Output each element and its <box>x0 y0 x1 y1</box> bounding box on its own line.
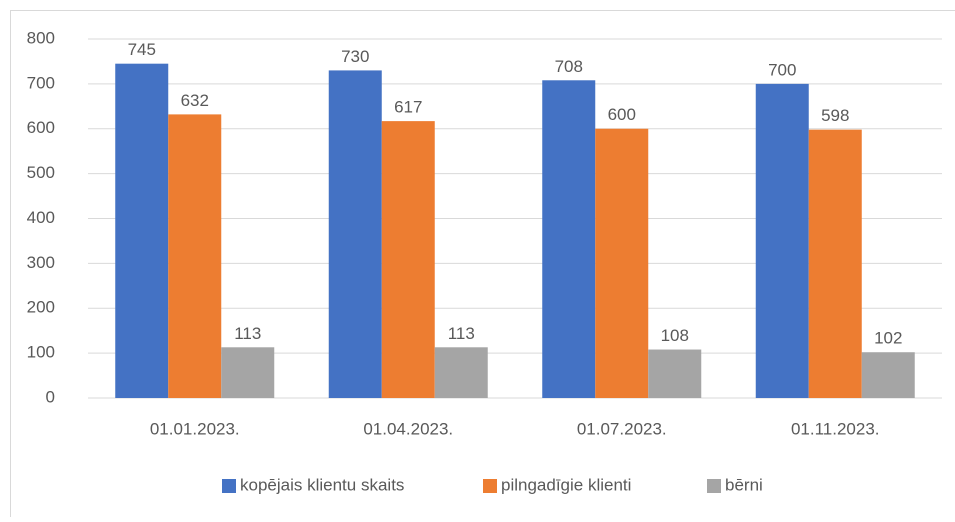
x-tick-label: 01.01.2023. <box>150 419 240 438</box>
data-label: 600 <box>608 105 636 124</box>
data-label: 617 <box>394 98 422 117</box>
bar <box>221 347 274 398</box>
legend-label: bērni <box>725 475 763 494</box>
y-tick-label: 700 <box>27 73 55 92</box>
data-label: 632 <box>181 91 209 110</box>
bar <box>115 64 168 398</box>
data-label: 598 <box>821 106 849 125</box>
y-tick-label: 0 <box>46 387 55 406</box>
y-tick-label: 800 <box>27 28 55 47</box>
data-label: 730 <box>341 47 369 66</box>
x-tick-label: 01.07.2023. <box>577 419 667 438</box>
bar <box>542 80 595 398</box>
data-label: 113 <box>448 324 475 343</box>
bar <box>435 347 488 398</box>
bar <box>756 84 809 398</box>
y-tick-label: 200 <box>27 298 55 317</box>
legend-swatch <box>222 479 236 493</box>
legend-label: kopējais klientu skaits <box>240 475 404 494</box>
bar <box>809 130 862 398</box>
y-tick-label: 500 <box>27 163 55 182</box>
x-tick-label: 01.11.2023. <box>791 419 880 438</box>
data-label: 708 <box>555 57 583 76</box>
y-tick-label: 600 <box>27 118 55 137</box>
data-label: 108 <box>661 326 689 345</box>
data-label: 102 <box>874 329 902 348</box>
y-tick-label: 100 <box>27 343 55 362</box>
data-label: 113 <box>234 324 261 343</box>
bar <box>168 114 221 398</box>
data-label: 700 <box>768 60 796 79</box>
legend-swatch <box>483 479 497 493</box>
bar <box>862 352 915 398</box>
y-tick-label: 300 <box>27 253 55 272</box>
data-label: 745 <box>128 40 156 59</box>
legend-swatch <box>707 479 721 493</box>
bar <box>595 129 648 398</box>
x-tick-label: 01.04.2023. <box>363 419 453 438</box>
legend-label: pilngadīgie klienti <box>501 475 631 494</box>
y-tick-label: 400 <box>27 208 55 227</box>
bar <box>329 70 382 398</box>
bar <box>382 121 435 398</box>
bar <box>648 350 701 398</box>
